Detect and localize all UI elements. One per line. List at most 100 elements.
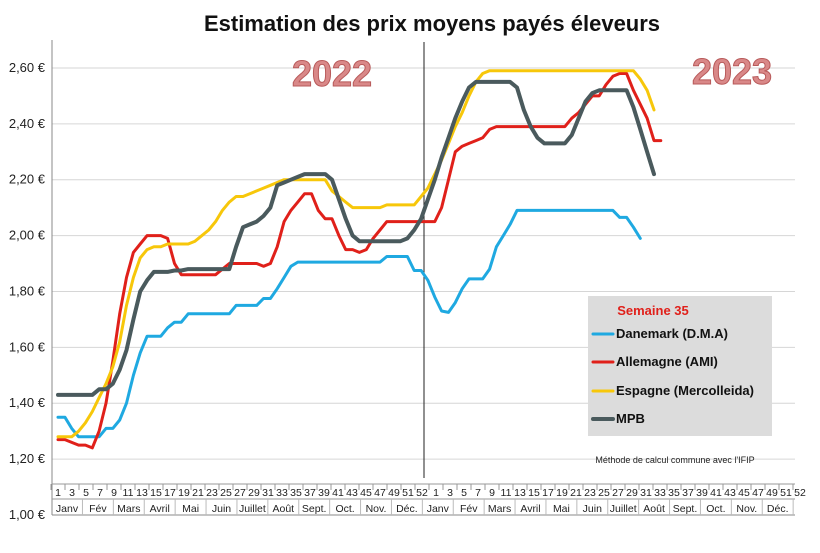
week-tick-label: 29 (248, 487, 260, 499)
method-note: Méthode de calcul commune avec l'IFIP (595, 455, 754, 465)
legend: Semaine 35 Danemark (D.M.A) Allemagne (AM… (588, 296, 772, 436)
week-tick-label: 45 (360, 487, 372, 499)
week-tick-label: 5 (461, 487, 467, 499)
month-label: Avril (150, 503, 170, 515)
week-tick-label: 31 (640, 487, 652, 499)
y-tick-label: 2,60 € (9, 60, 46, 75)
month-label: Mai (182, 503, 199, 515)
legend-label-0: Danemark (D.M.A) (616, 326, 728, 341)
week-tick-label: 27 (234, 487, 246, 499)
chart-title: Estimation des prix moyens payés éleveur… (204, 11, 660, 36)
month-label: Oct. (706, 503, 725, 515)
week-tick-label: 43 (346, 487, 358, 499)
week-tick-label: 43 (724, 487, 736, 499)
week-tick-label: 35 (290, 487, 302, 499)
legend-label-1: Allemagne (AMI) (616, 354, 718, 369)
month-label: Avril (520, 503, 540, 515)
week-tick-label: 37 (682, 487, 694, 499)
month-label: Fév (89, 503, 107, 515)
x-axis-months: Janv Fév Mars Avril Mai Juin Juillet Août Sept. O… (56, 499, 794, 515)
week-tick-label: 35 (668, 487, 680, 499)
week-tick-label: 13 (514, 487, 526, 499)
week-tick-label: 15 (150, 487, 162, 499)
week-tick-label: 19 (556, 487, 568, 499)
week-tick-label: 17 (164, 487, 176, 499)
week-tick-label: 37 (304, 487, 316, 499)
week-tick-label: 49 (388, 487, 400, 499)
legend-box (588, 296, 772, 436)
week-tick-label: 3 (69, 487, 75, 499)
week-tick-label: 1 (55, 487, 61, 499)
week-tick-label: 52 (416, 487, 428, 499)
month-label: Déc. (767, 503, 789, 515)
month-label: Mai (553, 503, 570, 515)
week-tick-label: 52 (794, 487, 806, 499)
week-tick-label: 7 (475, 487, 481, 499)
legend-label-2: Espagne (Mercolleida) (616, 383, 754, 398)
month-label: Juillet (239, 503, 266, 515)
month-label: Sept. (302, 503, 327, 515)
month-label: Août (643, 503, 665, 515)
month-label: Nov. (736, 503, 757, 515)
month-label: Nov. (366, 503, 387, 515)
month-label: Mars (117, 503, 140, 515)
month-label: Juillet (610, 503, 637, 515)
y-tick-label: 1,40 € (9, 395, 46, 410)
week-tick-label: 21 (570, 487, 582, 499)
month-label: Fév (460, 503, 478, 515)
week-tick-label: 5 (83, 487, 89, 499)
week-tick-label: 39 (318, 487, 330, 499)
month-label: Mars (488, 503, 511, 515)
week-tick-label: 51 (780, 487, 792, 499)
week-tick-label: 11 (123, 487, 134, 499)
y-tick-label: 2,20 € (9, 172, 46, 187)
week-tick-label: 27 (612, 487, 624, 499)
week-tick-label: 15 (528, 487, 540, 499)
week-tick-label: 3 (447, 487, 453, 499)
series-line-0 (56, 208, 642, 439)
series-line-1 (56, 72, 663, 450)
week-tick-label: 25 (598, 487, 610, 499)
series-line-3 (56, 79, 656, 397)
week-tick-label: 23 (206, 487, 218, 499)
week-tick-label: 9 (111, 487, 117, 499)
x-axis-ticks: 1 3 5 7 9 11 13 15 17 19 21 23 25 27 29 31 33 35 37 39 41 43 4… (50, 484, 806, 499)
week-tick-label: 25 (220, 487, 232, 499)
y-tick-label: 1,00 € (9, 507, 46, 522)
week-tick-label: 45 (738, 487, 750, 499)
week-tick-label: 23 (584, 487, 596, 499)
y-tick-label: 2,40 € (9, 116, 46, 131)
year-label-2022: 2022 (292, 53, 372, 94)
week-tick-label: 47 (752, 487, 764, 499)
y-tick-label: 1,80 € (9, 283, 46, 298)
week-tick-label: 41 (332, 487, 344, 499)
week-tick-label: 33 (276, 487, 288, 499)
week-tick-label: 33 (654, 487, 666, 499)
y-tick-label: 1,60 € (9, 339, 46, 354)
week-tick-label: 11 (501, 487, 512, 499)
week-tick-label: 51 (402, 487, 414, 499)
month-label: Août (272, 503, 294, 515)
month-label: Juin (212, 503, 231, 515)
week-tick-label: 19 (178, 487, 190, 499)
month-label: Janv (56, 503, 79, 515)
week-tick-label: 13 (136, 487, 148, 499)
month-label: Sept. (673, 503, 698, 515)
year-label-2023: 2023 (692, 51, 772, 92)
week-tick-label: 29 (626, 487, 638, 499)
week-tick-label: 49 (766, 487, 778, 499)
month-label: Juin (583, 503, 602, 515)
legend-label-3: MPB (616, 411, 645, 426)
series-line-2 (56, 69, 656, 439)
week-tick-label: 7 (97, 487, 103, 499)
month-label: Oct. (335, 503, 354, 515)
week-tick-label: 31 (262, 487, 274, 499)
axes (51, 40, 795, 516)
series-lines (56, 69, 663, 450)
y-axis-ticks: 1,00 € 1,20 € 1,40 € 1,60 € 1,80 € 2,00 € 2,20… (9, 60, 46, 522)
month-label: Déc. (396, 503, 418, 515)
week-tick-label: 39 (696, 487, 708, 499)
week-tick-label: 41 (710, 487, 722, 499)
